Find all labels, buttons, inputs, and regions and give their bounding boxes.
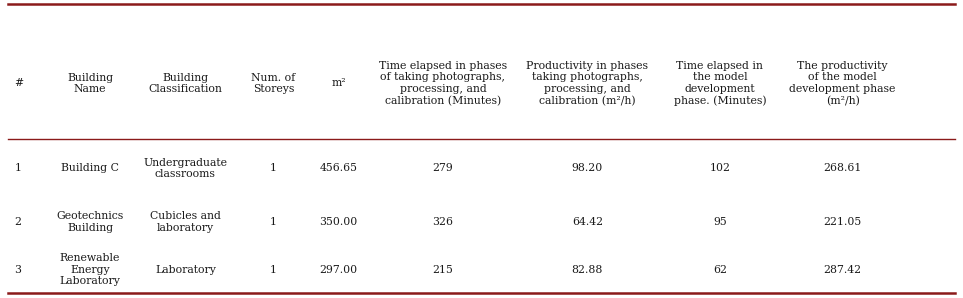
Text: 2: 2 [14,217,21,227]
Text: Building C: Building C [61,163,119,173]
Text: 62: 62 [713,265,727,275]
Text: 1: 1 [270,217,277,227]
Text: 279: 279 [432,163,454,173]
Text: 98.20: 98.20 [572,163,603,173]
Text: Laboratory: Laboratory [155,265,216,275]
Text: Time elapsed in
the model
development
phase. (Minutes): Time elapsed in the model development ph… [673,61,767,106]
Text: 102: 102 [710,163,730,173]
Text: 221.05: 221.05 [823,217,862,227]
Text: 326: 326 [432,217,454,227]
Text: Productivity in phases
taking photographs,
processing, and
calibration (m²/h): Productivity in phases taking photograph… [527,61,648,106]
Text: 215: 215 [432,265,454,275]
Text: 297.00: 297.00 [320,265,357,275]
Text: 95: 95 [713,217,727,227]
Text: Renewable
Energy
Laboratory: Renewable Energy Laboratory [60,253,120,286]
Text: Geotechnics
Building: Geotechnics Building [57,211,123,233]
Text: 82.88: 82.88 [572,265,603,275]
Text: Building
Classification: Building Classification [148,73,222,94]
Text: 1: 1 [270,265,277,275]
Text: 1: 1 [14,163,21,173]
Text: Building
Name: Building Name [67,73,113,94]
Text: 350.00: 350.00 [320,217,357,227]
Text: Time elapsed in phases
of taking photographs,
processing, and
calibration (Minut: Time elapsed in phases of taking photogr… [378,61,508,106]
Text: 64.42: 64.42 [572,217,603,227]
Text: #: # [14,78,23,89]
Text: Undergraduate
classrooms: Undergraduate classrooms [143,158,227,179]
Text: 1: 1 [270,163,277,173]
Text: The productivity
of the model
development phase
(m²/h): The productivity of the model developmen… [790,61,896,106]
Text: 268.61: 268.61 [823,163,862,173]
Text: 3: 3 [14,265,21,275]
Text: 287.42: 287.42 [823,265,862,275]
Text: 456.65: 456.65 [320,163,357,173]
Text: Cubicles and
laboratory: Cubicles and laboratory [150,211,221,233]
Text: Num. of
Storeys: Num. of Storeys [251,73,296,94]
Text: m²: m² [331,78,346,89]
